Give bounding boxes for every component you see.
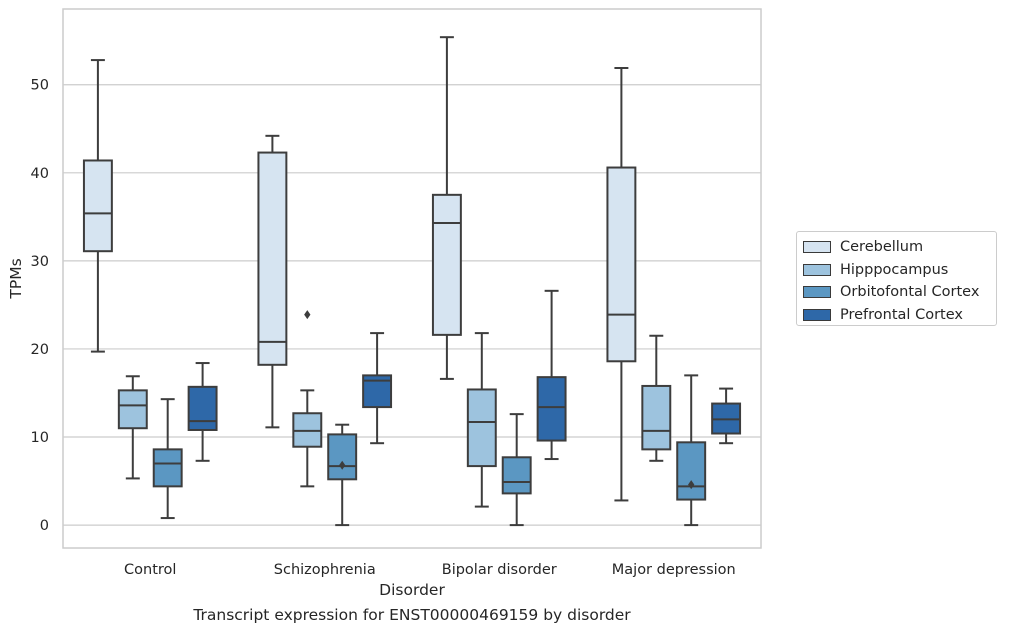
legend-item-hipppocampus: Hipppocampus <box>803 259 990 282</box>
box-iqr <box>536 376 567 442</box>
box-2-3 <box>676 374 707 527</box>
y-tick-label-30: 30 <box>31 254 49 270</box>
boxes-layer <box>82 36 742 527</box>
tick-labels: 0 10 20 30 40 50 Control Schizophrenia Bipolar d… <box>31 78 736 578</box>
box-3-3 <box>711 387 742 445</box>
box-iqr <box>501 456 532 495</box>
legend-swatch-hipppocampus <box>803 263 831 276</box>
box-iqr <box>327 433 358 481</box>
box-iqr <box>606 166 637 363</box>
box-iqr <box>152 448 183 488</box>
box-iqr <box>431 193 462 336</box>
y-axis-label: TPMs <box>7 258 25 299</box>
outlier-point <box>304 310 311 320</box>
plot-frame <box>62 8 762 549</box>
y-tick-label-20: 20 <box>31 342 49 358</box>
box-2-0 <box>152 398 183 520</box>
legend-label-orbitofontal-cortex: Orbitofontal Cortex <box>840 284 980 301</box>
box-iqr <box>641 384 672 451</box>
legend-label-cerebellum: Cerebellum <box>840 239 924 256</box>
box-0-2 <box>431 36 462 380</box>
x-axis-label: Disorder <box>379 581 445 599</box>
gridlines <box>63 84 761 526</box>
box-iqr <box>82 159 113 253</box>
legend-label-hipppocampus: Hipppocampus <box>840 261 949 278</box>
box-iqr <box>466 388 497 468</box>
x-tick-label-0: Control <box>124 562 176 578</box>
legend-label-prefrontal-cortex: Prefrontal Cortex <box>840 307 963 324</box>
y-tick-label-0: 0 <box>40 518 49 534</box>
box-3-1 <box>362 332 393 445</box>
legend-item-prefrontal-cortex: Prefrontal Cortex <box>803 304 990 327</box>
box-iqr <box>187 385 218 431</box>
box-0-3 <box>606 67 637 502</box>
box-iqr <box>676 441 707 501</box>
box-0-1 <box>257 134 288 429</box>
y-tick-label-10: 10 <box>31 430 49 446</box>
y-tick-label-50: 50 <box>31 78 49 94</box>
chart-caption: Transcript expression for ENST0000046915… <box>193 606 631 624</box>
legend: Cerebellum Hipppocampus Orbitofontal Cor… <box>796 231 997 326</box>
box-1-1 <box>292 310 323 488</box>
outlier-point <box>688 480 695 490</box>
legend-item-cerebellum: Cerebellum <box>803 236 990 259</box>
x-tick-label-2: Bipolar disorder <box>442 562 557 578</box>
box-1-3 <box>641 334 672 462</box>
outlier-point <box>339 460 346 470</box>
box-2-2 <box>501 413 532 527</box>
box-0-0 <box>82 59 113 353</box>
x-tick-label-1: Schizophrenia <box>274 562 376 578</box>
legend-swatch-orbitofontal-cortex <box>803 286 831 299</box>
box-3-0 <box>187 362 218 462</box>
box-1-2 <box>466 332 497 508</box>
legend-swatch-cerebellum <box>803 241 831 254</box>
legend-swatch-prefrontal-cortex <box>803 309 831 322</box>
box-2-1 <box>327 423 358 527</box>
box-iqr <box>117 389 148 430</box>
box-1-0 <box>117 375 148 480</box>
x-tick-label-3: Major depression <box>612 562 736 578</box>
box-3-2 <box>536 289 567 461</box>
box-iqr <box>257 151 288 366</box>
y-tick-label-40: 40 <box>31 166 49 182</box>
legend-item-orbitofontal-cortex: Orbitofontal Cortex <box>803 281 990 304</box>
